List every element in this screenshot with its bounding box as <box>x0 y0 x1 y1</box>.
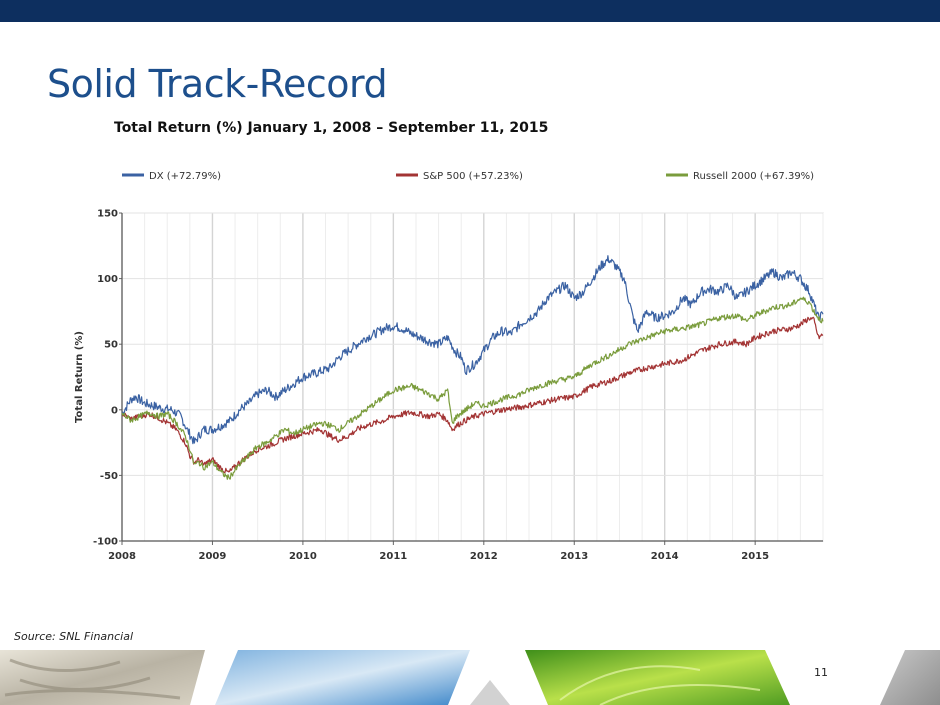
chart-title: Total Return (%) January 1, 2008 – Septe… <box>114 120 549 136</box>
x-tick-label: 2013 <box>560 551 588 562</box>
y-tick-label: 0 <box>111 405 118 416</box>
page-number: 11 <box>814 666 828 679</box>
total-return-chart: DX (+72.79%) S&P 500 (+57.23%) Russell 200… <box>74 171 824 562</box>
legend-label: Russell 2000 (+67.39%) <box>693 171 814 182</box>
x-tick-label: 2008 <box>108 551 136 562</box>
y-tick-label: 50 <box>104 340 118 351</box>
x-tick-label: 2010 <box>289 551 317 562</box>
y-tick-label: 150 <box>97 209 118 220</box>
header-bar <box>0 0 940 22</box>
grey-corner-image <box>880 650 940 705</box>
slide-title: Solid Track-Record <box>47 62 388 106</box>
x-tick-label: 2009 <box>199 551 227 562</box>
series-line-1 <box>121 316 824 474</box>
y-tick-label: -100 <box>93 537 118 548</box>
y-tick-label: -50 <box>100 471 118 482</box>
plot-area <box>121 212 824 542</box>
footer-banner <box>0 650 940 705</box>
leaf-image <box>525 650 790 705</box>
source-note: Source: SNL Financial <box>14 630 134 643</box>
y-axis-title: Total Return (%) <box>74 331 85 423</box>
x-tick-label: 2012 <box>470 551 498 562</box>
legend-label: DX (+72.79%) <box>149 171 221 182</box>
legend-label: S&P 500 (+57.23%) <box>423 171 523 182</box>
series-line-0 <box>121 255 824 445</box>
y-tick-label: 100 <box>97 274 118 285</box>
series-line-2 <box>121 296 824 480</box>
sky-image <box>215 650 470 705</box>
grey-triangle <box>470 680 510 705</box>
x-tick-label: 2014 <box>651 551 679 562</box>
x-tick-label: 2011 <box>379 551 407 562</box>
x-tick-label: 2015 <box>741 551 769 562</box>
